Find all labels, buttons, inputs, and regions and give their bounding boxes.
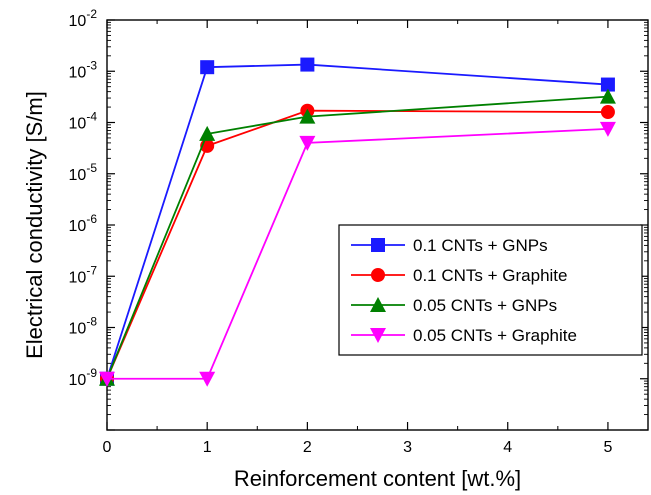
legend-item: 0.05 CNTs + Graphite	[351, 326, 577, 345]
data-point	[599, 121, 616, 137]
data-point	[600, 77, 615, 92]
legend-label: 0.05 CNTs + Graphite	[413, 326, 577, 345]
y-tick-label: 10-4	[69, 110, 98, 133]
legend-label: 0.1 CNTs + GNPs	[413, 236, 548, 255]
y-tick-label: 10-8	[69, 315, 98, 338]
data-point	[99, 371, 115, 387]
y-axis-title: Electrical conductivity [S/m]	[22, 91, 47, 359]
data-point	[299, 135, 316, 151]
y-tick-label: 10-7	[69, 263, 98, 286]
data-point	[599, 88, 616, 104]
legend-marker	[370, 328, 386, 343]
y-tick-label: 10-9	[69, 366, 98, 389]
y-tick-label: 10-6	[69, 212, 98, 235]
x-tick-label: 5	[603, 439, 612, 456]
data-point	[199, 125, 216, 141]
legend-label: 0.1 CNTs + Graphite	[413, 266, 568, 285]
data-point	[300, 57, 315, 72]
legend-item: 0.1 CNTs + Graphite	[351, 266, 568, 285]
series-3	[99, 88, 616, 386]
y-tick-label: 10-5	[69, 161, 98, 184]
series-layer	[99, 57, 616, 387]
x-tick-label: 2	[303, 439, 312, 456]
series-line	[106, 63, 608, 380]
data-point	[200, 60, 215, 75]
y-tick-label: 10-2	[69, 7, 98, 30]
x-tick-label: 4	[503, 439, 512, 456]
x-tick-label: 3	[403, 439, 412, 456]
series-line	[106, 109, 608, 380]
legend: 0.1 CNTs + GNPs 0.1 CNTs + Graphite 0.05 C…	[338, 224, 643, 356]
legend-item: 0.1 CNTs + GNPs	[351, 236, 548, 255]
x-tick-label: 1	[203, 439, 212, 456]
data-point	[299, 108, 316, 124]
legend-marker	[371, 238, 385, 252]
data-point	[600, 105, 615, 120]
x-tick-label: 0	[103, 439, 112, 456]
axes: 0 1 2 3 4 5 10-2 10-3 10-4 10-5 10-6 10-7 10-8 10-9	[69, 7, 649, 456]
y-tick-label: 10-3	[69, 58, 98, 81]
series-4	[99, 121, 616, 387]
series-line	[107, 128, 608, 380]
legend-label: 0.05 CNTs + GNPs	[413, 296, 557, 315]
x-axis-title: Reinforcement content [wt.%]	[234, 466, 521, 491]
legend-item: 0.05 CNTs + GNPs	[351, 296, 557, 315]
legend-box	[338, 224, 643, 356]
series-line	[106, 95, 608, 380]
legend-marker	[371, 268, 385, 282]
legend-marker	[370, 297, 386, 312]
data-point	[199, 371, 216, 387]
